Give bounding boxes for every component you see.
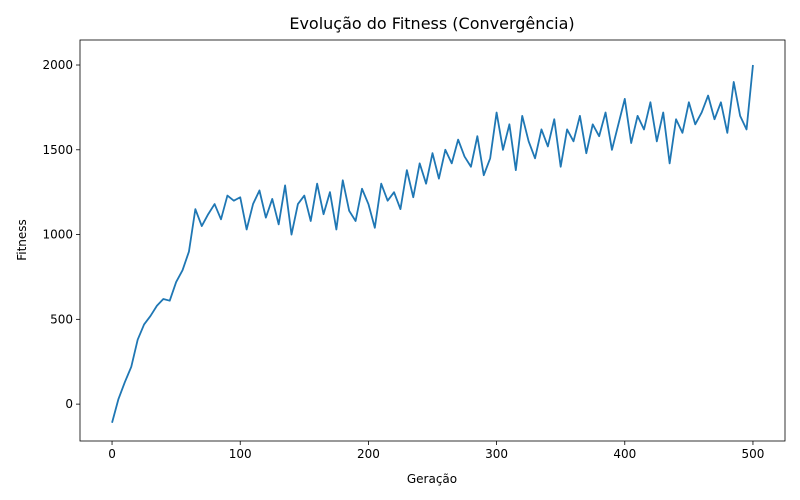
y-tick-label: 1000 xyxy=(42,228,73,242)
y-tick-label: 0 xyxy=(65,397,73,411)
y-axis-label: Fitness xyxy=(15,219,29,261)
chart-title: Evolução do Fitness (Convergência) xyxy=(289,14,574,33)
y-tick-label: 500 xyxy=(50,312,73,326)
x-tick-label: 100 xyxy=(229,447,252,461)
y-tick-label: 1500 xyxy=(42,143,73,157)
x-tick-label: 400 xyxy=(613,447,636,461)
x-tick-label: 300 xyxy=(485,447,508,461)
x-tick-label: 200 xyxy=(357,447,380,461)
x-axis-label: Geração xyxy=(407,472,457,486)
y-tick-label: 2000 xyxy=(42,58,73,72)
x-tick-label: 0 xyxy=(108,447,116,461)
data-line xyxy=(111,64,754,424)
x-tick-label: 500 xyxy=(742,447,765,461)
plot-frame xyxy=(79,39,786,442)
